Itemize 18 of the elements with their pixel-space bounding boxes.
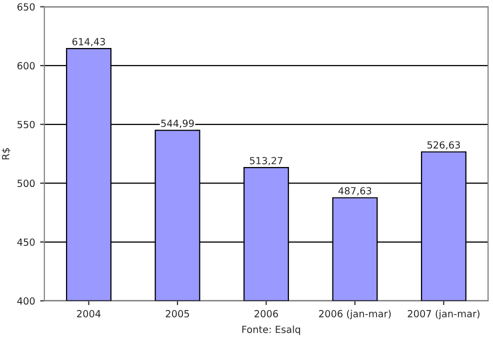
data-label: 614,43 (72, 38, 105, 46)
x-tick-label: 2007 (jan-mar) (408, 310, 480, 320)
data-label: 487,63 (338, 187, 372, 196)
y-tick-label: 500 (18, 180, 35, 188)
y-tick-label: 650 (17, 3, 35, 11)
y-tick-label: 400 (17, 297, 35, 305)
x-tick-label: 2006 (254, 310, 278, 318)
y-axis-title: R$ (2, 148, 11, 160)
data-label: 526,63 (427, 141, 460, 150)
x-tick-label: 2005 (166, 310, 189, 318)
y-tick-label: 600 (17, 62, 35, 70)
y-tick-label: 450 (17, 238, 35, 246)
y-tick-label: 550 (18, 120, 35, 128)
source-note: Fonte: Esalq (242, 326, 300, 335)
x-tick-label: 2004 (77, 310, 101, 318)
data-label: 513,27 (250, 156, 282, 166)
data-label: 544,99 (161, 120, 194, 128)
x-tick-label: 2006 (jan-mar) (319, 310, 391, 320)
